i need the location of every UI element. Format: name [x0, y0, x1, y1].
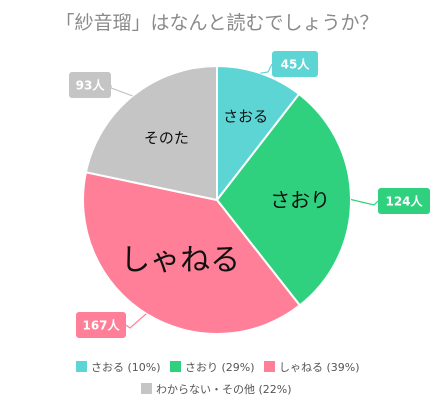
callout-line — [110, 85, 133, 97]
slice-label: そのた — [144, 129, 189, 147]
slice-label: しゃねる — [120, 243, 240, 278]
legend-swatch — [141, 383, 152, 394]
callout-box — [272, 51, 318, 77]
legend-entry: わからない・その他 (22%) — [156, 383, 292, 396]
chart-title: 「紗音瑠」はなんと読むでしょうか？ — [55, 12, 378, 34]
pie-slice — [215, 92, 352, 307]
legend: さおる (10%) さおり (29%) しゃねる (39%) わからない・その他 (2… — [76, 361, 360, 396]
slice-label: さおる — [223, 108, 268, 126]
pie-slice — [82, 171, 302, 335]
value-label: 124人 — [385, 194, 423, 209]
value-label: 167人 — [82, 318, 120, 333]
pie-slice — [84, 64, 218, 202]
value-label: 45人 — [281, 57, 311, 72]
value-label: 93人 — [76, 78, 106, 93]
callout-box — [76, 312, 126, 338]
pie-slices — [82, 64, 352, 335]
value-callouts: 45人 124人 167人 93人 — [69, 51, 430, 338]
callout-line — [260, 63, 273, 74]
legend-swatch — [170, 361, 181, 372]
callout-line — [350, 198, 379, 206]
callout-box — [69, 72, 111, 98]
legend-entry: しゃねる (39%) — [279, 361, 360, 374]
pie-slice — [216, 64, 301, 203]
callout-line — [125, 313, 147, 329]
legend-entry: さおり (29%) — [185, 361, 255, 374]
legend-swatch — [76, 361, 87, 372]
legend-entry: さおる (10%) — [91, 361, 161, 374]
legend-swatch — [264, 361, 275, 372]
slice-label: さおり — [270, 188, 330, 212]
callout-box — [378, 188, 430, 214]
